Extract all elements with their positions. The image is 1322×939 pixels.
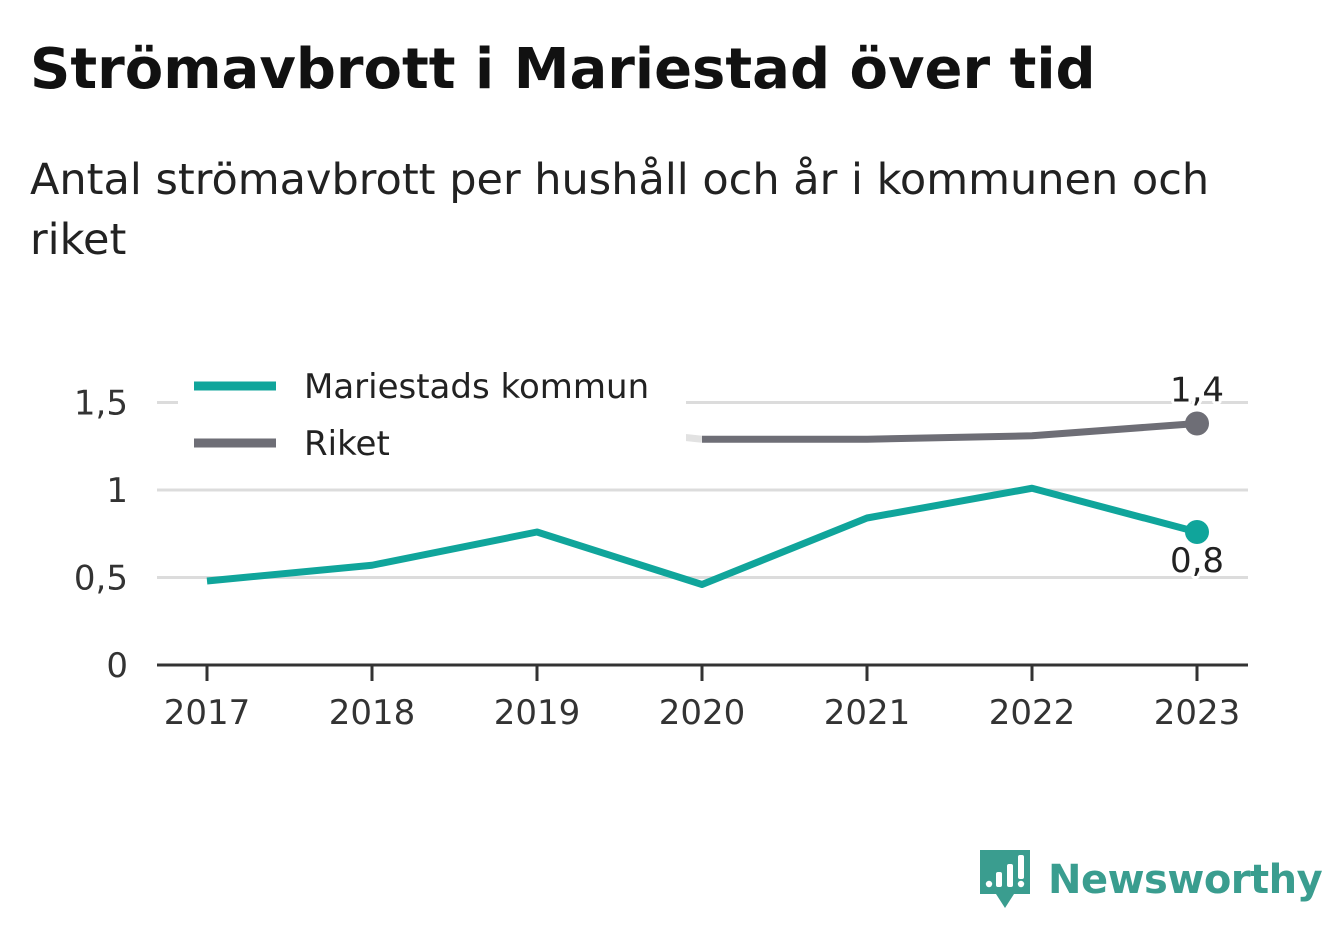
x-tick-label: 2019 [494, 693, 581, 733]
brand-name: Newsworthy [1048, 857, 1322, 903]
y-tick-label: 0 [106, 646, 128, 686]
y-tick-label: 1 [106, 471, 128, 511]
legend-background [178, 355, 686, 475]
legend-label: Riket [304, 424, 390, 464]
y-tick-label: 1,5 [74, 384, 128, 424]
end-labels: 0,8 1,4 [1167, 368, 1227, 585]
y-tick-label: 0,5 [74, 559, 128, 599]
newsworthy-logo[interactable]: Newsworthy [980, 850, 1322, 910]
legend-label: Mariestads kommun [304, 367, 649, 407]
y-axis-ticks: 0 0,5 1 1,5 [74, 384, 128, 687]
legend: Mariestads kommun Riket [178, 355, 686, 475]
end-value-label: 0,8 [1170, 541, 1224, 581]
end-value-label: 1,4 [1170, 371, 1224, 411]
x-tick-label: 2023 [1154, 693, 1241, 733]
x-tick-label: 2017 [164, 693, 251, 733]
series-mariestads-kommun [206, 484, 1209, 588]
chart-title: Strömavbrott i Mariestad över tid [30, 37, 1096, 102]
x-tick-label: 2020 [659, 693, 746, 733]
x-axis-ticks: 2017 2018 2019 2020 2021 2022 2023 [164, 665, 1241, 733]
series-end-point [1185, 520, 1209, 544]
x-tick-label: 2018 [329, 693, 416, 733]
series-line [206, 484, 1198, 588]
series-line [702, 420, 1198, 443]
chart-subtitle: Antal strömavbrott per hushåll och år i … [30, 155, 1210, 265]
x-tick-label: 2021 [824, 693, 911, 733]
x-tick-label: 2022 [989, 693, 1076, 733]
series-end-point [1185, 411, 1209, 436]
bar-chart-speech-bubble-icon [980, 850, 1030, 908]
